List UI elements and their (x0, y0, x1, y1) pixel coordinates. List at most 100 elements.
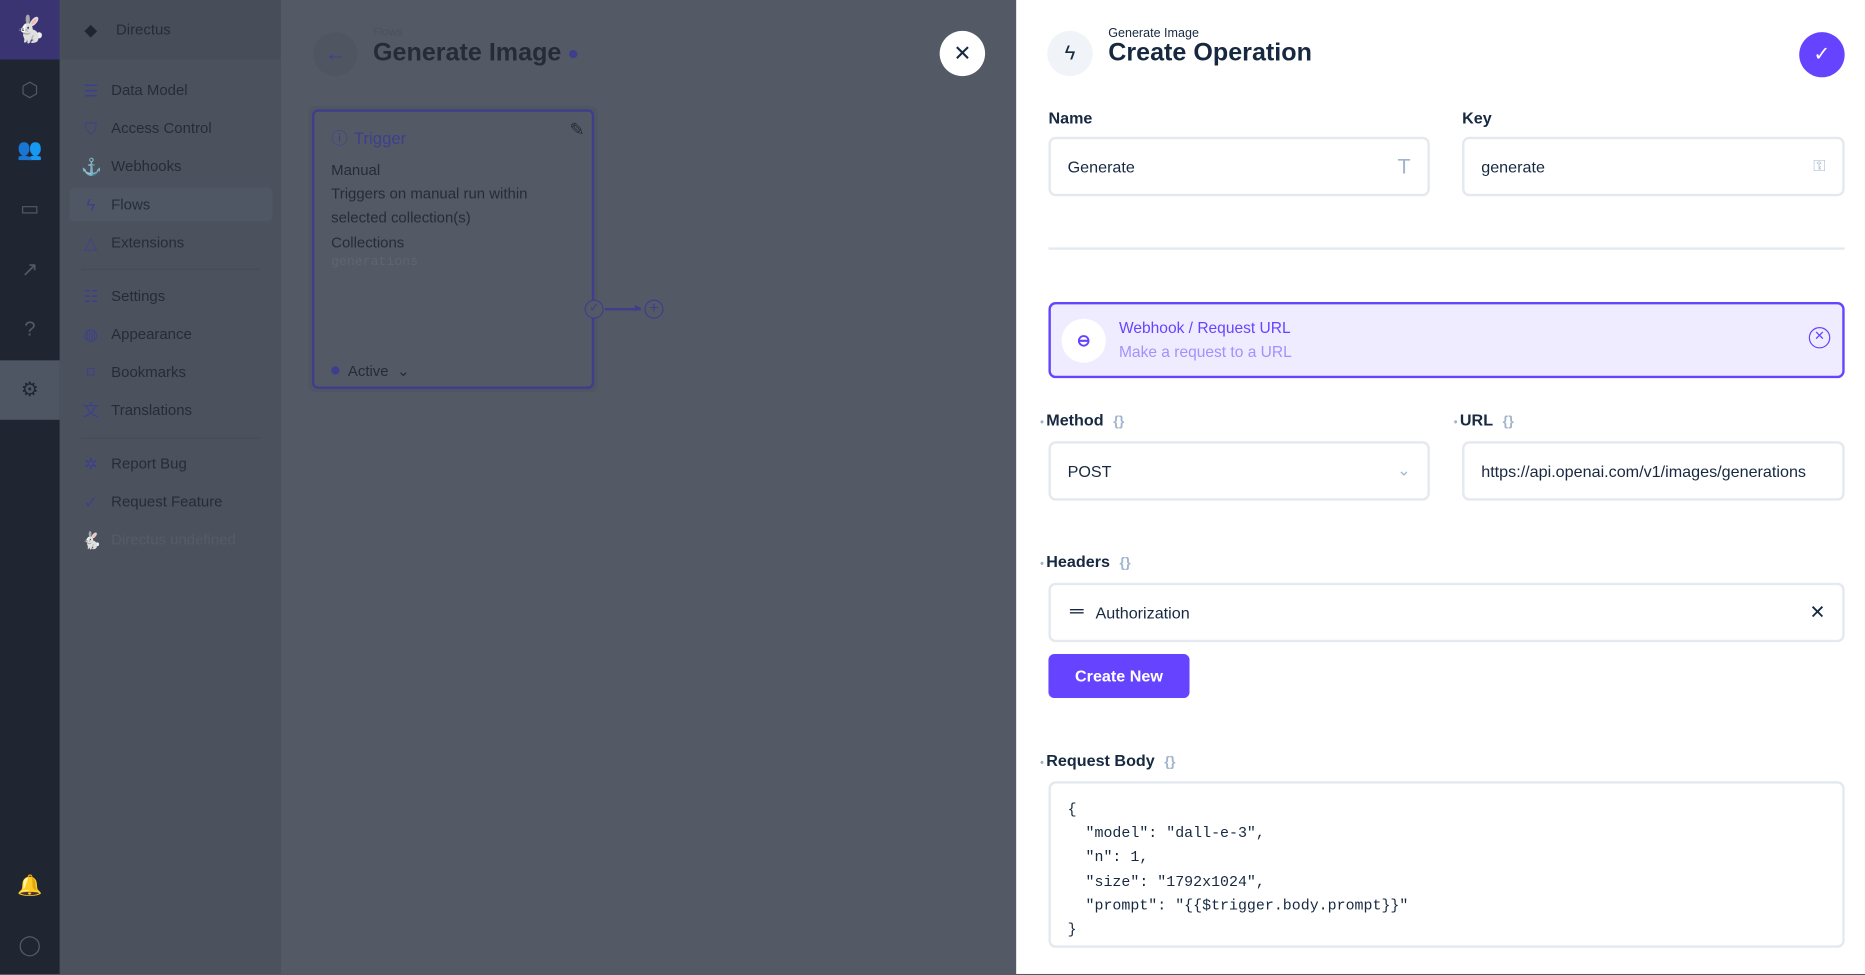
request-body-editor[interactable]: { "model": "dall-e-3", "n": 1, "size": "… (1048, 781, 1845, 948)
request-body-label: • Request Body{} (1040, 751, 1176, 770)
project-name[interactable]: ◆ Directus (81, 17, 170, 43)
extensions-icon: △ (84, 232, 98, 252)
collections-value: generations (331, 255, 418, 270)
divider (1048, 247, 1845, 250)
resolve-handle-icon[interactable]: ✓ (584, 299, 604, 319)
files-folder-icon[interactable]: ▭ (20, 197, 40, 221)
required-dot: • (1040, 756, 1044, 769)
key-label: Key (1462, 109, 1492, 128)
verified-icon: ✓ (83, 491, 98, 511)
help-icon[interactable]: ? (24, 317, 36, 341)
sidebar-item-bookmarks[interactable]: ⌑ Bookmarks (81, 359, 186, 385)
drawer-subtitle: Generate Image (1108, 26, 1199, 41)
trigger-type: Manual (331, 161, 381, 179)
method-label: • Method{} (1040, 411, 1125, 430)
bolt-icon: ϟ (86, 195, 96, 215)
breadcrumb[interactable]: Flows (372, 26, 403, 40)
link-icon: ⊖ (1061, 318, 1106, 363)
selected-operation-card[interactable]: ⊖ Webhook / Request URL Make a request t… (1048, 302, 1845, 379)
back-button[interactable]: ← (313, 32, 358, 77)
save-button[interactable]: ✓ (1799, 32, 1845, 78)
edit-pencil-icon[interactable]: ✎ (569, 120, 585, 141)
bookmark-icon: ⌑ (86, 362, 96, 382)
method-select[interactable]: POST ⌄ (1048, 441, 1430, 501)
operation-description: Make a request to a URL (1118, 342, 1292, 361)
raw-value-icon[interactable]: {} (1119, 554, 1131, 571)
drag-handle-icon[interactable]: ═ (1069, 601, 1084, 622)
operation-title: Webhook / Request URL (1118, 318, 1291, 337)
anchor-icon: ⚓ (81, 156, 103, 176)
database-icon: ☰ (83, 80, 99, 100)
sliders-icon: ☷ (83, 286, 99, 306)
directus-rabbit-logo[interactable]: 🐇 (0, 0, 60, 60)
arrow-left-icon: ← (324, 41, 347, 66)
sidebar-item-translations[interactable]: 文 Translations (81, 397, 192, 423)
sidebar-item-settings[interactable]: ☷ Settings (81, 283, 165, 309)
collections-label: Collections (331, 234, 405, 251)
sidebar-item-report-bug[interactable]: ✲ Report Bug (81, 451, 187, 477)
sidebar-item-extensions[interactable]: △ Extensions (81, 230, 184, 256)
content-cube-icon[interactable]: ⬡ (21, 78, 39, 102)
close-drawer-button[interactable]: ✕ (939, 30, 986, 77)
bolt-circle-icon: ϟ (1047, 30, 1093, 77)
status-dot (568, 49, 577, 58)
trigger-panel[interactable]: ⓘ Trigger Manual Triggers on manual run w… (312, 109, 595, 389)
required-dot: • (1040, 557, 1044, 570)
name-label: Name (1048, 109, 1093, 128)
required-dot: • (1040, 416, 1044, 429)
active-item-highlight (69, 187, 273, 222)
project-logo-icon: ◆ (84, 19, 98, 39)
sidebar-item-access-control[interactable]: ⛉ Access Control (81, 115, 212, 141)
arrow-right-icon: ▸ (634, 300, 642, 316)
sidebar-item-request-feature[interactable]: ✓ Request Feature (81, 489, 223, 515)
url-label: • URL{} (1453, 411, 1514, 430)
sidebar-item-data-model[interactable]: ☰ Data Model (81, 77, 187, 103)
version-info: 🐇 Directus undefined (81, 529, 236, 549)
translate-icon: 文 (82, 400, 100, 420)
headers-label: • Headers{} (1040, 552, 1131, 571)
trigger-title: Trigger (353, 128, 407, 148)
header-item[interactable]: ═ Authorization ✕ (1048, 582, 1845, 643)
palette-icon: ◍ (83, 324, 99, 344)
project-header (59, 0, 281, 60)
bolt-circle-icon: ⓘ (331, 128, 348, 148)
status-dropdown[interactable]: Active ⌄ (331, 362, 410, 380)
name-input[interactable]: Generate T (1048, 136, 1430, 197)
page-title: Generate Image (373, 39, 577, 68)
users-icon[interactable]: 👥 (17, 137, 43, 161)
sidebar-divider (81, 268, 261, 270)
required-dot: • (1453, 416, 1458, 429)
active-dot (331, 366, 340, 375)
raw-value-icon[interactable]: {} (1502, 412, 1514, 430)
check-icon: ✓ (1813, 42, 1831, 66)
settings-gear-icon[interactable]: ⚙ (0, 360, 60, 420)
settings-sidebar (59, 0, 281, 974)
key-input[interactable]: generate ⚿ (1462, 136, 1845, 197)
user-avatar-icon[interactable]: ◯ (18, 933, 42, 957)
insights-chart-icon[interactable]: ↗ (21, 258, 39, 281)
url-input[interactable]: https://api.openai.com/v1/images/generat… (1462, 441, 1845, 501)
sidebar-item-flows[interactable]: ϟ Flows (81, 191, 150, 217)
sidebar-item-webhooks[interactable]: ⚓ Webhooks (81, 156, 182, 176)
sidebar-item-appearance[interactable]: ◍ Appearance (81, 321, 192, 347)
add-operation-icon[interactable]: + (644, 299, 664, 319)
chevron-down-icon: ⌄ (1397, 461, 1411, 480)
trigger-description: Triggers on manual run within selected c… (331, 185, 528, 226)
create-new-button[interactable]: Create New (1048, 654, 1190, 699)
raw-value-icon[interactable]: {} (1113, 412, 1125, 430)
chevron-down-icon: ⌄ (396, 362, 410, 380)
key-icon: ⚿ (1813, 156, 1826, 175)
text-type-icon: T (1397, 154, 1411, 178)
connector-line (604, 308, 641, 310)
notifications-bell-icon[interactable]: 🔔 (17, 874, 43, 897)
drawer-title: Create Operation (1108, 39, 1312, 67)
module-rail (0, 0, 60, 974)
raw-value-icon[interactable]: {} (1164, 752, 1176, 770)
directus-rabbit-icon: 🐇 (81, 529, 103, 549)
deselect-operation-icon[interactable]: ✕ (1808, 327, 1831, 349)
sidebar-divider (81, 437, 261, 439)
bug-icon: ✲ (83, 453, 98, 473)
access-control-icon: ⛉ (84, 118, 98, 138)
close-icon: ✕ (953, 41, 972, 65)
remove-header-icon[interactable]: ✕ (1809, 602, 1826, 624)
